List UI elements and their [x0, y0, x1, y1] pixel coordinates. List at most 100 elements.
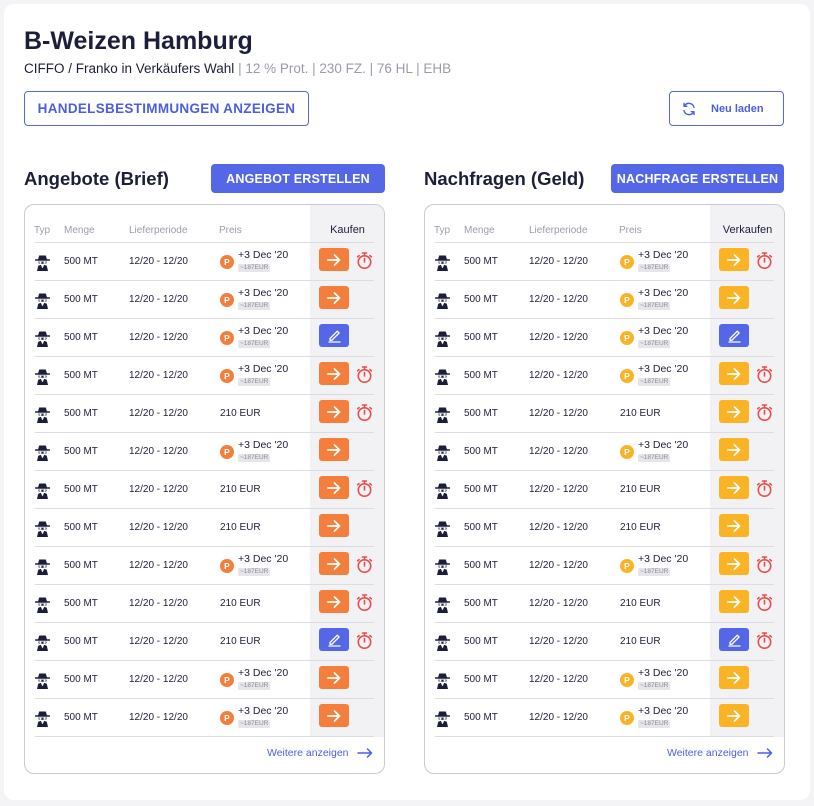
- quantity-cell: 500 MT: [464, 560, 498, 571]
- edit-button[interactable]: [319, 324, 349, 347]
- reload-button[interactable]: Neu laden: [669, 91, 784, 126]
- price-premium: +3 Dec '20: [638, 553, 689, 565]
- table-row: 500 MT 12/20 - 12/20 210 EUR: [425, 395, 784, 433]
- stopwatch-icon[interactable]: [356, 365, 373, 389]
- stopwatch-icon[interactable]: [356, 479, 373, 503]
- price-premium: +3 Dec '20: [238, 363, 289, 375]
- stopwatch-icon[interactable]: [756, 479, 773, 503]
- trade-rules-button[interactable]: HANDELSBESTIMMUNGEN ANZEIGEN: [24, 91, 309, 126]
- buy-button[interactable]: [319, 704, 349, 727]
- quantity-cell: 500 MT: [464, 408, 498, 419]
- quantity-cell: 500 MT: [64, 446, 98, 457]
- show-more-link[interactable]: Weitere anzeigen: [267, 747, 373, 759]
- edit-button[interactable]: [719, 628, 749, 651]
- quantity-cell: 500 MT: [464, 370, 498, 381]
- buy-button[interactable]: [319, 400, 349, 423]
- spy-icon: [34, 520, 51, 542]
- stopwatch-icon[interactable]: [756, 251, 773, 275]
- sell-button[interactable]: [719, 286, 749, 309]
- premium-coin-icon: P: [220, 559, 234, 573]
- price-premium: +3 Dec '20: [638, 363, 689, 375]
- delivery-period-cell: 12/20 - 12/20: [129, 522, 188, 533]
- table-row: 500 MT 12/20 - 12/20 P +3 Dec '20 ~187EUR: [25, 433, 384, 471]
- stopwatch-icon[interactable]: [756, 593, 773, 617]
- sell-button[interactable]: [719, 704, 749, 727]
- stopwatch-icon[interactable]: [756, 555, 773, 579]
- price-equivalent-tag: ~187EUR: [238, 720, 271, 728]
- table-row: 500 MT 12/20 - 12/20 210 EUR: [25, 585, 384, 623]
- price-equivalent-tag: ~187EUR: [638, 264, 671, 272]
- premium-coin-icon: P: [620, 369, 634, 383]
- spy-icon: [434, 444, 451, 466]
- sell-button[interactable]: [719, 400, 749, 423]
- arrow-right-icon: [727, 519, 741, 532]
- arrow-right-icon: [327, 405, 341, 418]
- arrow-right-icon: [727, 557, 741, 570]
- buy-button[interactable]: [319, 514, 349, 537]
- buy-button[interactable]: [319, 476, 349, 499]
- stopwatch-icon[interactable]: [356, 403, 373, 427]
- stopwatch-icon[interactable]: [356, 251, 373, 275]
- spy-icon: [34, 596, 51, 618]
- subtitle-main: CIFFO / Franko in Verkäufers Wahl: [24, 61, 235, 76]
- quantity-cell: 500 MT: [64, 256, 98, 267]
- buy-button[interactable]: [319, 362, 349, 385]
- sell-button[interactable]: [719, 248, 749, 271]
- table-row: 500 MT 12/20 - 12/20 P +3 Dec '20 ~187EUR: [25, 281, 384, 319]
- sell-button[interactable]: [719, 666, 749, 689]
- edit-button[interactable]: [719, 324, 749, 347]
- premium-coin-icon: P: [220, 711, 234, 725]
- price-equivalent-tag: ~187EUR: [638, 720, 671, 728]
- stopwatch-icon[interactable]: [756, 365, 773, 389]
- delivery-period-cell: 12/20 - 12/20: [529, 598, 588, 609]
- quantity-cell: 500 MT: [64, 484, 98, 495]
- premium-coin-icon: P: [220, 293, 234, 307]
- create-offer-button[interactable]: ANGEBOT ERSTELLEN: [211, 164, 385, 193]
- column-header-type: Typ: [34, 225, 51, 236]
- sell-button[interactable]: [719, 552, 749, 575]
- header-divider: [35, 242, 374, 243]
- stopwatch-icon[interactable]: [356, 631, 373, 655]
- buy-button[interactable]: [319, 286, 349, 309]
- sell-button[interactable]: [719, 514, 749, 537]
- sell-button[interactable]: [719, 590, 749, 613]
- delivery-period-cell: 12/20 - 12/20: [129, 636, 188, 647]
- price-equivalent-tag: ~187EUR: [638, 378, 671, 386]
- buy-button[interactable]: [319, 590, 349, 613]
- arrow-right-icon: [727, 443, 741, 456]
- quantity-cell: 500 MT: [464, 712, 498, 723]
- stopwatch-icon[interactable]: [356, 555, 373, 579]
- buy-button[interactable]: [319, 248, 349, 271]
- sell-button[interactable]: [719, 362, 749, 385]
- pencil-icon: [327, 632, 342, 647]
- premium-coin-icon: P: [620, 331, 634, 345]
- row-divider: [35, 546, 374, 547]
- show-more-link[interactable]: Weitere anzeigen: [667, 747, 773, 759]
- sell-button[interactable]: [719, 438, 749, 461]
- buy-button[interactable]: [319, 552, 349, 575]
- stopwatch-icon[interactable]: [356, 593, 373, 617]
- create-bid-button[interactable]: NACHFRAGE ERSTELLEN: [611, 164, 784, 193]
- spy-icon: [34, 254, 51, 276]
- quantity-cell: 500 MT: [464, 636, 498, 647]
- row-divider: [435, 736, 774, 737]
- stopwatch-icon[interactable]: [756, 403, 773, 427]
- sell-button[interactable]: [719, 476, 749, 499]
- table-row: 500 MT 12/20 - 12/20 P +3 Dec '20 ~187EUR: [425, 699, 784, 737]
- quantity-cell: 500 MT: [64, 522, 98, 533]
- quantity-cell: 500 MT: [464, 446, 498, 457]
- edit-button[interactable]: [319, 628, 349, 651]
- stopwatch-icon[interactable]: [756, 631, 773, 655]
- row-divider: [35, 394, 374, 395]
- buy-button[interactable]: [319, 666, 349, 689]
- quantity-cell: 500 MT: [64, 332, 98, 343]
- price-cell: 210 EUR: [220, 484, 261, 495]
- arrow-right-icon: [727, 671, 741, 684]
- buy-button[interactable]: [319, 438, 349, 461]
- price-equivalent-tag: ~187EUR: [238, 264, 271, 272]
- price-equivalent-tag: ~187EUR: [638, 568, 671, 576]
- quantity-cell: 500 MT: [64, 598, 98, 609]
- arrow-right-icon: [327, 367, 341, 380]
- spy-icon: [434, 672, 451, 694]
- delivery-period-cell: 12/20 - 12/20: [529, 560, 588, 571]
